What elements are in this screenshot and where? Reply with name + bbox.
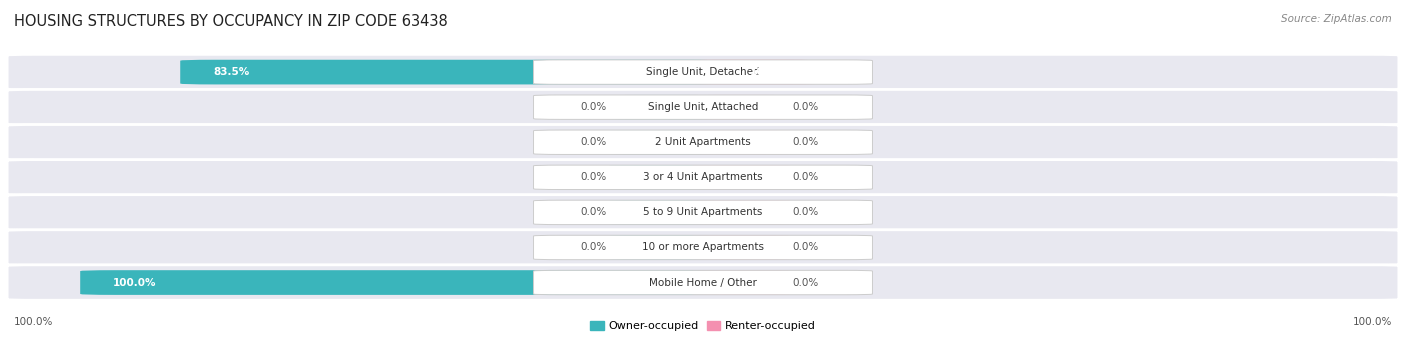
Text: 0.0%: 0.0% [793,172,818,182]
Text: 100.0%: 100.0% [114,278,156,287]
Text: 100.0%: 100.0% [1353,317,1392,327]
Text: 0.0%: 0.0% [581,172,606,182]
FancyBboxPatch shape [533,95,873,119]
Text: Single Unit, Attached: Single Unit, Attached [648,102,758,112]
FancyBboxPatch shape [533,60,873,84]
Text: 2 Unit Apartments: 2 Unit Apartments [655,137,751,147]
Text: 0.0%: 0.0% [793,207,818,218]
Text: 100.0%: 100.0% [14,317,53,327]
FancyBboxPatch shape [609,95,714,119]
FancyBboxPatch shape [686,60,820,85]
Text: 0.0%: 0.0% [581,137,606,147]
FancyBboxPatch shape [692,235,790,260]
FancyBboxPatch shape [609,130,714,154]
FancyBboxPatch shape [533,130,873,154]
Text: 0.0%: 0.0% [581,207,606,218]
FancyBboxPatch shape [609,165,714,190]
FancyBboxPatch shape [80,270,720,295]
FancyBboxPatch shape [533,200,873,225]
Text: 0.0%: 0.0% [793,242,818,252]
Text: 0.0%: 0.0% [793,102,818,112]
FancyBboxPatch shape [692,200,790,225]
Text: Single Unit, Detached: Single Unit, Detached [647,67,759,77]
FancyBboxPatch shape [533,165,873,190]
FancyBboxPatch shape [692,270,790,295]
Text: Source: ZipAtlas.com: Source: ZipAtlas.com [1281,14,1392,24]
Legend: Owner-occupied, Renter-occupied: Owner-occupied, Renter-occupied [586,316,820,336]
FancyBboxPatch shape [533,270,873,295]
FancyBboxPatch shape [180,60,720,85]
Text: 0.0%: 0.0% [581,102,606,112]
Text: Mobile Home / Other: Mobile Home / Other [650,278,756,287]
Text: 5 to 9 Unit Apartments: 5 to 9 Unit Apartments [644,207,762,218]
FancyBboxPatch shape [7,160,1399,195]
Text: 0.0%: 0.0% [793,278,818,287]
Text: HOUSING STRUCTURES BY OCCUPANCY IN ZIP CODE 63438: HOUSING STRUCTURES BY OCCUPANCY IN ZIP C… [14,14,447,29]
Text: 16.5%: 16.5% [751,67,786,77]
FancyBboxPatch shape [7,124,1399,160]
FancyBboxPatch shape [7,89,1399,125]
FancyBboxPatch shape [692,130,790,154]
Text: 10 or more Apartments: 10 or more Apartments [643,242,763,252]
FancyBboxPatch shape [7,265,1399,300]
Text: 83.5%: 83.5% [214,67,249,77]
FancyBboxPatch shape [7,195,1399,230]
FancyBboxPatch shape [692,165,790,190]
FancyBboxPatch shape [7,230,1399,265]
FancyBboxPatch shape [609,235,714,260]
Text: 3 or 4 Unit Apartments: 3 or 4 Unit Apartments [643,172,763,182]
FancyBboxPatch shape [609,200,714,225]
Text: 0.0%: 0.0% [793,137,818,147]
FancyBboxPatch shape [7,54,1399,90]
FancyBboxPatch shape [533,235,873,260]
FancyBboxPatch shape [692,95,790,119]
Text: 0.0%: 0.0% [581,242,606,252]
